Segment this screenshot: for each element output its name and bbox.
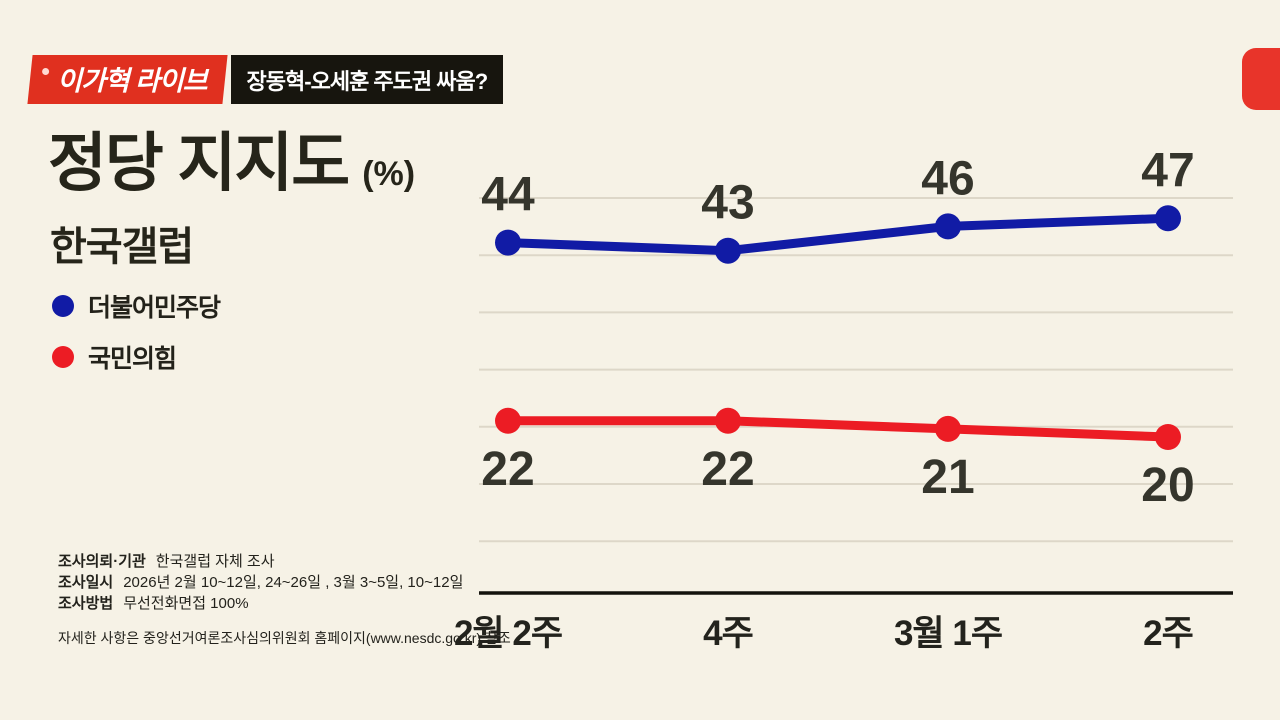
live-badge: 이가혁 라이브	[27, 55, 228, 104]
x-axis-tick-label: 4주	[703, 614, 753, 653]
disclaimer-text: 자세한 사항은 중앙선거여론조사심의위원회 홈페이지(www.nesdc.go.…	[58, 630, 511, 646]
footnote-label: 조사방법	[58, 595, 114, 612]
value-label: 22	[701, 443, 754, 496]
data-point	[1155, 424, 1181, 450]
data-point	[715, 237, 741, 264]
header-badges: 이가혁 라이브 장동혁-오세훈 주도권 싸움?	[27, 55, 504, 104]
footnote-row: 조사의뢰·기관 한국갤럽 자체 조사	[58, 551, 463, 572]
value-label: 44	[481, 169, 535, 222]
footnote-label: 조사일시	[58, 574, 114, 591]
value-label: 21	[921, 451, 974, 504]
page-title: 정당 지지도 (%)	[48, 112, 415, 204]
legend-item-ppp: 국민의힘	[52, 339, 220, 375]
x-axis-tick-label: 3월 1주	[894, 614, 1002, 653]
series-line-0	[503, 213, 1173, 256]
data-point	[935, 213, 961, 240]
chart-legend: 더불어민주당 국민의힘	[52, 288, 221, 375]
topic-badge-label: 장동혁-오세훈 주도권 싸움?	[246, 68, 489, 94]
live-badge-label: 이가혁 라이브	[57, 66, 207, 96]
x-axis-tick-label: 2주	[1143, 614, 1193, 653]
legend-swatch-democratic-icon	[52, 295, 74, 317]
broadcaster-logo	[1242, 48, 1280, 110]
data-point	[935, 415, 961, 442]
legend-label: 국민의힘	[88, 345, 177, 373]
footnote-label: 조사의뢰·기관	[58, 553, 146, 570]
topic-badge: 장동혁-오세훈 주도권 싸움?	[230, 55, 504, 104]
data-point	[495, 407, 521, 434]
value-label: 47	[1141, 144, 1194, 197]
legend-label: 더불어민주당	[88, 294, 221, 322]
data-point	[715, 407, 741, 434]
series-line-1	[503, 416, 1173, 442]
legend-swatch-ppp-icon	[52, 346, 74, 368]
live-dot-icon	[42, 68, 50, 75]
value-label: 46	[921, 152, 974, 205]
footnote-row: 조사방법 무선전화면접 100%	[58, 593, 463, 614]
data-point	[495, 229, 521, 256]
footnote-row: 조사일시 2026년 2월 10~12일, 24~26일 , 3월 3~5일, …	[58, 572, 463, 593]
value-label: 22	[481, 443, 534, 496]
footnote-text: 한국갤럽 자체 조사	[155, 553, 275, 570]
chart-unit: (%)	[362, 155, 416, 193]
legend-item-democratic: 더불어민주당	[52, 288, 221, 324]
pollster-name: 한국갤럽	[50, 225, 194, 269]
survey-footnotes: 조사의뢰·기관 한국갤럽 자체 조사 조사일시 2026년 2월 10~12일,…	[58, 551, 463, 614]
footnote-text: 2026년 2월 10~12일, 24~26일 , 3월 3~5일, 10~12…	[123, 574, 464, 591]
data-point	[1155, 205, 1181, 232]
chart-title: 정당 지지도	[48, 127, 350, 199]
value-label: 20	[1141, 459, 1194, 512]
value-label: 43	[701, 177, 754, 230]
footnote-text: 무선전화면접 100%	[123, 595, 249, 612]
